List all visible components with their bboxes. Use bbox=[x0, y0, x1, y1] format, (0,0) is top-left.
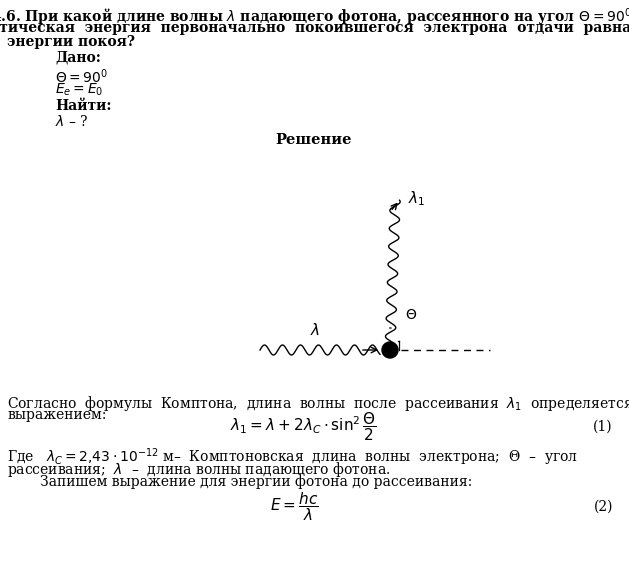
Text: $\lambda$ – ?: $\lambda$ – ? bbox=[55, 114, 89, 129]
Text: Дано:: Дано: bbox=[55, 51, 101, 65]
Text: $\Theta = 90^0$: $\Theta = 90^0$ bbox=[55, 67, 108, 86]
Text: энергии покоя?: энергии покоя? bbox=[7, 35, 135, 49]
Text: $\lambda$: $\lambda$ bbox=[310, 322, 320, 338]
Text: $\Theta$: $\Theta$ bbox=[405, 308, 417, 322]
Text: 4.6. При какой длине волны $\lambda$ падающего фотона, рассеянного на угол $\The: 4.6. При какой длине волны $\lambda$ пад… bbox=[0, 7, 629, 28]
Text: (2): (2) bbox=[594, 500, 613, 514]
Text: Решение: Решение bbox=[276, 133, 352, 147]
Circle shape bbox=[382, 342, 398, 358]
Text: кинетическая  энергия  первоначально  покоившегося  электрона  отдачи  равна  ег: кинетическая энергия первоначально покои… bbox=[0, 21, 629, 35]
Text: Найти:: Найти: bbox=[55, 99, 111, 113]
Text: $E_e = E_0$: $E_e = E_0$ bbox=[55, 82, 103, 99]
Text: выражением:: выражением: bbox=[7, 408, 106, 422]
Text: рассеивания;  $\lambda$  –  длина волны падающего фотона.: рассеивания; $\lambda$ – длина волны пад… bbox=[7, 460, 391, 479]
Text: (1): (1) bbox=[593, 420, 613, 434]
Text: Согласно  формулы  Комптона,  длина  волны  после  рассеивания  $\lambda_1$  опр: Согласно формулы Комптона, длина волны п… bbox=[7, 394, 629, 413]
Text: $\lambda_1 = \lambda + 2\lambda_C \cdot \sin^2\dfrac{\Theta}{2}$: $\lambda_1 = \lambda + 2\lambda_C \cdot … bbox=[230, 410, 377, 443]
Text: $E = \dfrac{hc}{\lambda}$: $E = \dfrac{hc}{\lambda}$ bbox=[270, 491, 318, 523]
Text: Запишем выражение для энергии фотона до рассеивания:: Запишем выражение для энергии фотона до … bbox=[40, 474, 472, 489]
Text: Где   $\lambda_C = 2{,}43\cdot10^{-12}$ м–  Комптоновская  длина  волны  электро: Где $\lambda_C = 2{,}43\cdot10^{-12}$ м–… bbox=[7, 446, 578, 467]
Text: $\lambda_1$: $\lambda_1$ bbox=[408, 189, 425, 207]
